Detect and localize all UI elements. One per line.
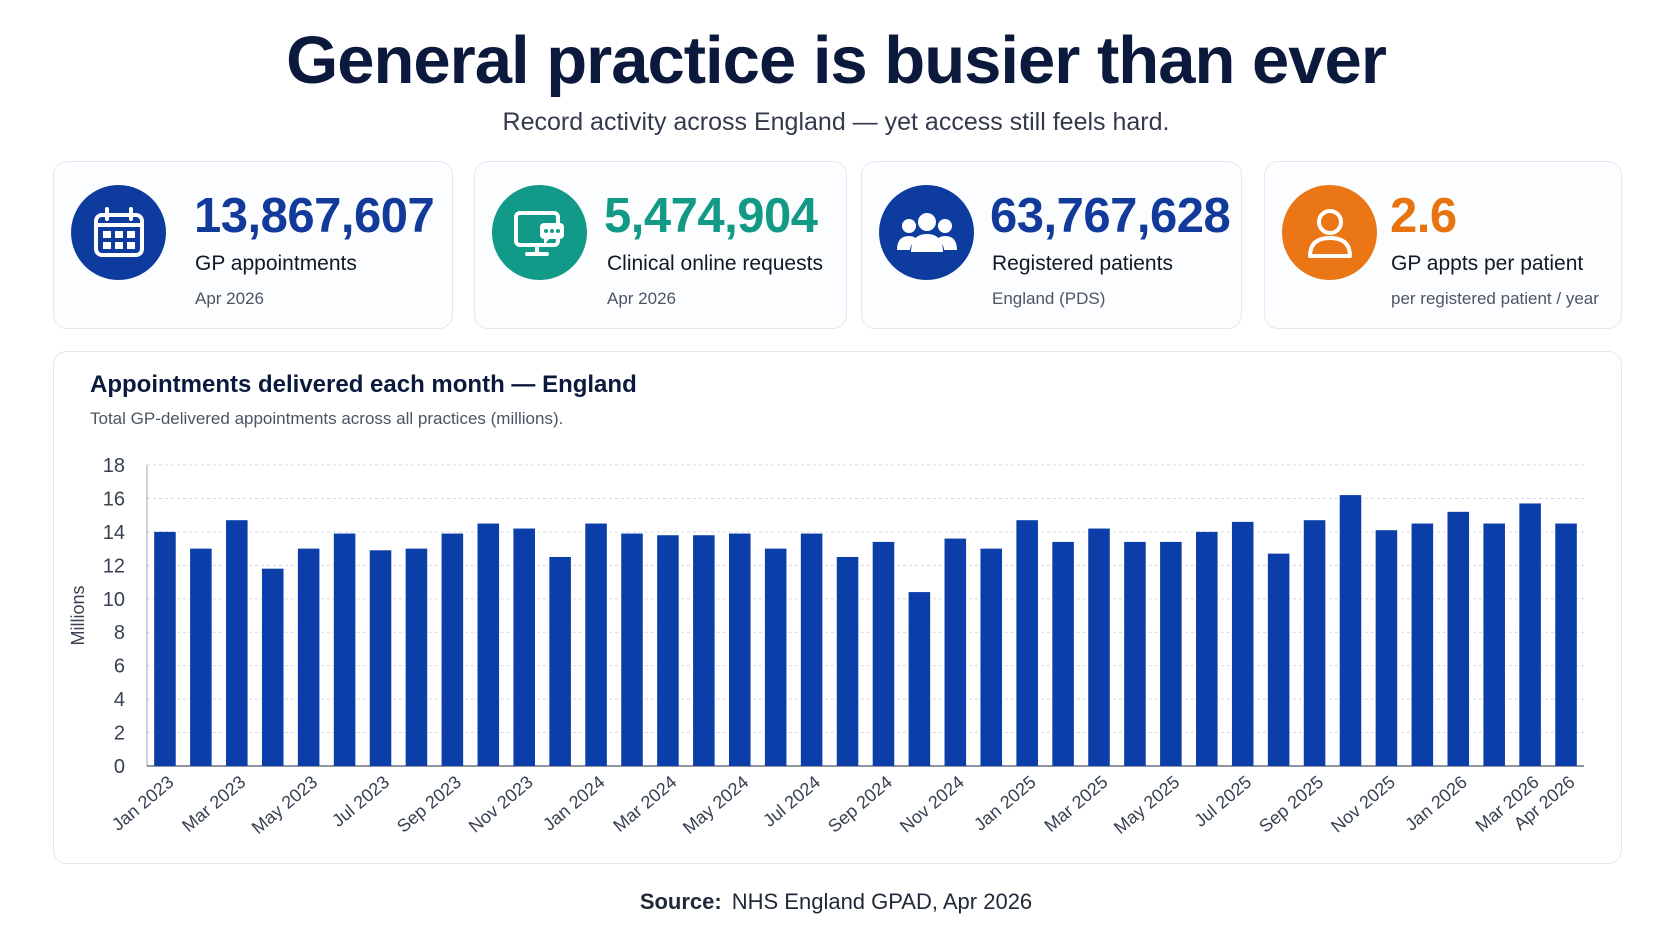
x-tick-label: Sep 2024 <box>824 772 896 837</box>
y-tick-label: 12 <box>103 555 125 577</box>
bar <box>1411 523 1434 766</box>
bar <box>154 531 176 766</box>
x-tick-label: Sep 2023 <box>393 772 465 837</box>
stat-card-appointments: 13,867,607 GP appointments Apr 2026 <box>53 161 453 329</box>
bar <box>226 520 248 766</box>
people-icon <box>879 185 974 280</box>
stat-label: Clinical online requests <box>607 252 823 275</box>
bar <box>1196 531 1218 766</box>
bar <box>513 528 535 766</box>
bar <box>944 538 967 766</box>
stat-value: 63,767,628 <box>990 189 1231 243</box>
bar <box>369 550 392 766</box>
source-label: Source: <box>639 889 722 914</box>
bar <box>1483 523 1505 766</box>
bar <box>1447 511 1470 766</box>
y-tick-label: 8 <box>114 622 125 644</box>
bar <box>261 568 284 766</box>
bar <box>1303 520 1326 766</box>
x-tick-label: Jan 2025 <box>970 772 1040 835</box>
stat-value: 2.6 <box>1390 189 1457 243</box>
person-icon <box>1282 185 1377 280</box>
stat-value: 13,867,607 <box>194 189 435 243</box>
stat-label: GP appointments <box>195 252 357 275</box>
stat-value: 5,474,904 <box>604 189 818 243</box>
bar <box>1339 495 1362 766</box>
y-tick-label: 4 <box>114 689 125 711</box>
stat-card-registered-patients: 63,767,628 Registered patients England (… <box>861 161 1242 329</box>
bar <box>872 541 895 766</box>
bar <box>1519 503 1541 766</box>
stat-card-online-requests: 5,474,904 Clinical online requests Apr 2… <box>474 161 847 329</box>
x-tick-label: Jan 2026 <box>1401 772 1471 835</box>
stat-sub: per registered patient / year <box>1391 289 1599 308</box>
bar <box>477 523 500 766</box>
x-tick-label: Jan 2024 <box>539 772 609 835</box>
bar <box>190 548 212 766</box>
bar <box>693 535 715 766</box>
x-tick-label: Jan 2023 <box>108 772 178 835</box>
x-tick-label: Jul 2023 <box>328 772 393 831</box>
bar <box>728 533 751 766</box>
x-tick-label: Jul 2025 <box>1190 772 1255 831</box>
stat-card-appts-per-patient: 2.6 GP appts per patient per registered … <box>1264 161 1622 329</box>
bar <box>1016 520 1038 766</box>
y-tick-label: 2 <box>114 723 125 745</box>
x-tick-label: Mar 2023 <box>178 772 249 836</box>
stat-sub: Apr 2026 <box>607 289 676 308</box>
bar <box>800 533 823 766</box>
x-tick-label: May 2025 <box>1110 772 1183 838</box>
y-tick-label: 6 <box>114 656 125 678</box>
x-tick-label: Sep 2025 <box>1255 772 1327 837</box>
online-request-icon <box>492 185 587 280</box>
calendar-icon <box>71 185 166 280</box>
y-tick-label: 16 <box>103 488 125 510</box>
bar <box>1375 530 1398 766</box>
bar <box>1052 541 1074 766</box>
chart-subtitle: Total GP-delivered appointments across a… <box>90 409 564 428</box>
page-title: General practice is busier than ever <box>286 23 1387 98</box>
bar <box>585 523 607 766</box>
chart-title: Appointments delivered each month — Engl… <box>90 371 637 398</box>
stat-sub: England (PDS) <box>992 289 1106 308</box>
page-subtitle: Record activity across England — yet acc… <box>502 108 1170 136</box>
x-tick-label: May 2024 <box>679 772 752 838</box>
stat-label: GP appts per patient <box>1391 252 1584 275</box>
x-tick-label: Nov 2025 <box>1327 772 1399 837</box>
bar <box>908 592 931 766</box>
y-tick-label: 0 <box>114 756 125 778</box>
x-tick-label: Nov 2023 <box>465 772 537 837</box>
bar <box>1231 521 1254 766</box>
y-tick-label: 18 <box>103 455 125 477</box>
bar <box>441 533 464 766</box>
chart-panel: Appointments delivered each month — Engl… <box>53 351 1622 864</box>
x-tick-label: May 2023 <box>248 772 321 838</box>
bar <box>297 548 320 766</box>
bar <box>764 548 787 766</box>
bar <box>1555 523 1577 766</box>
bar <box>621 533 643 766</box>
stat-sub: Apr 2026 <box>195 289 264 308</box>
bar <box>1088 528 1110 766</box>
bar <box>405 548 428 766</box>
bar <box>1160 541 1182 766</box>
y-tick-label: 14 <box>103 522 125 544</box>
x-tick-label: Jul 2024 <box>759 772 824 831</box>
source-text: NHS England GPAD, Apr 2026 <box>731 889 1033 914</box>
bar <box>549 556 571 766</box>
bar <box>1267 553 1290 766</box>
bar <box>657 535 679 766</box>
x-tick-label: Mar 2024 <box>609 772 680 836</box>
y-axis-title: Millions <box>68 585 88 645</box>
source-note: Source: NHS England GPAD, Apr 2026 <box>0 889 1672 915</box>
y-tick-label: 10 <box>103 589 125 611</box>
stat-label: Registered patients <box>992 252 1173 275</box>
x-tick-label: Nov 2024 <box>896 772 968 837</box>
bar <box>1124 541 1146 766</box>
bar <box>333 533 356 766</box>
bar <box>980 548 1003 766</box>
x-tick-label: Mar 2025 <box>1040 772 1111 836</box>
bar <box>836 556 859 766</box>
